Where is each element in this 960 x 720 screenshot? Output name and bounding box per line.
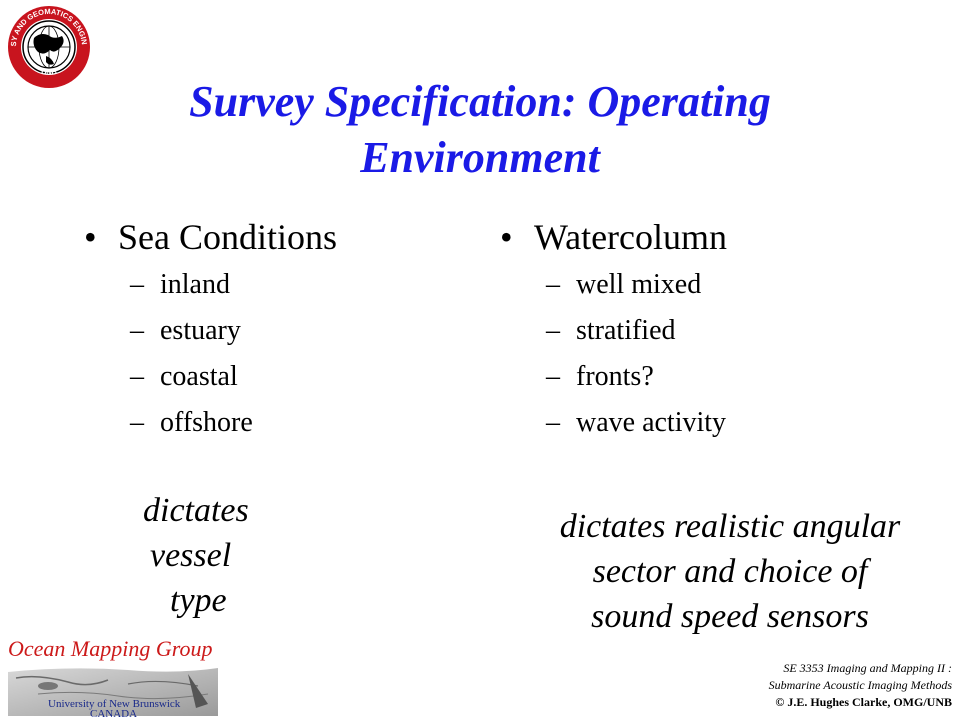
sub-item: – fronts?	[546, 354, 727, 400]
sub-item: – estuary	[130, 308, 337, 354]
dash-icon: –	[546, 315, 560, 346]
note-line: type	[170, 582, 227, 619]
bullet-watercolumn: • Watercolumn	[500, 212, 727, 262]
right-column: • Watercolumn – well mixed – stratified – fr…	[500, 212, 727, 446]
sub-item-label: inland	[160, 269, 230, 300]
course-line-2: Submarine Acoustic Imaging Methods	[768, 678, 952, 692]
omg-country: CANADA	[90, 708, 138, 720]
dash-icon: –	[546, 407, 560, 438]
bullet-label: Sea Conditions	[118, 217, 338, 257]
bullet-sea-conditions: • Sea Conditions	[84, 212, 337, 262]
dash-icon: –	[130, 361, 144, 392]
slide-title: Survey Specification: Operating Environm…	[0, 74, 960, 186]
course-line-1: SE 3353 Imaging and Mapping II :	[783, 661, 952, 675]
seafloor-image-icon	[8, 668, 218, 716]
copyright: © J.E. Hughes Clarke, OMG/UNB	[775, 695, 952, 709]
note-line: vessel	[150, 537, 232, 574]
dash-icon: –	[130, 315, 144, 346]
left-note: dictates vessel type	[140, 488, 249, 623]
sub-item: – wave activity	[546, 400, 727, 446]
footer-credit: SE 3353 Imaging and Mapping II : Submari…	[769, 660, 952, 711]
sub-item-label: offshore	[160, 407, 253, 438]
title-line-2: Environment	[360, 133, 600, 182]
bullet-dot-icon: •	[500, 217, 513, 257]
right-note: dictates realistic angular sector and ch…	[520, 504, 940, 639]
left-column: • Sea Conditions – inland – estuary – coasta…	[84, 212, 337, 446]
sub-item-label: wave activity	[576, 407, 727, 438]
sub-item: – well mixed	[546, 262, 727, 308]
seal-bottom-text: UNB	[41, 67, 58, 77]
sub-item: – offshore	[130, 400, 337, 446]
title-line-1: Survey Specification: Operating	[189, 77, 771, 126]
dash-icon: –	[546, 361, 560, 392]
dash-icon: –	[130, 407, 144, 438]
note-line: sound speed sensors	[591, 598, 869, 635]
bullet-dot-icon: •	[84, 217, 97, 257]
sub-item: – stratified	[546, 308, 727, 354]
dash-icon: –	[130, 269, 144, 300]
bullet-label: Watercolumn	[534, 217, 728, 257]
omg-university: University of New Brunswick	[48, 698, 181, 710]
sub-item: – coastal	[130, 354, 337, 400]
sub-item-label: coastal	[160, 361, 238, 392]
sub-item-label: well mixed	[576, 269, 702, 300]
sub-item-label: fronts?	[576, 361, 654, 392]
sub-item: – inland	[130, 262, 337, 308]
sub-item-label: stratified	[576, 315, 676, 346]
note-line: dictates realistic angular	[559, 508, 901, 545]
note-line: sector and choice of	[592, 553, 868, 590]
sub-item-label: estuary	[160, 315, 241, 346]
unb-seal-logo: GEODESY AND GEOMATICS ENGINEERING UNB	[6, 4, 90, 88]
note-line: dictates	[143, 492, 249, 529]
ocean-mapping-group-logo: Ocean Mapping Group University of New Br…	[4, 636, 219, 720]
omg-title: Ocean Mapping Group	[8, 636, 213, 661]
dash-icon: –	[546, 269, 560, 300]
